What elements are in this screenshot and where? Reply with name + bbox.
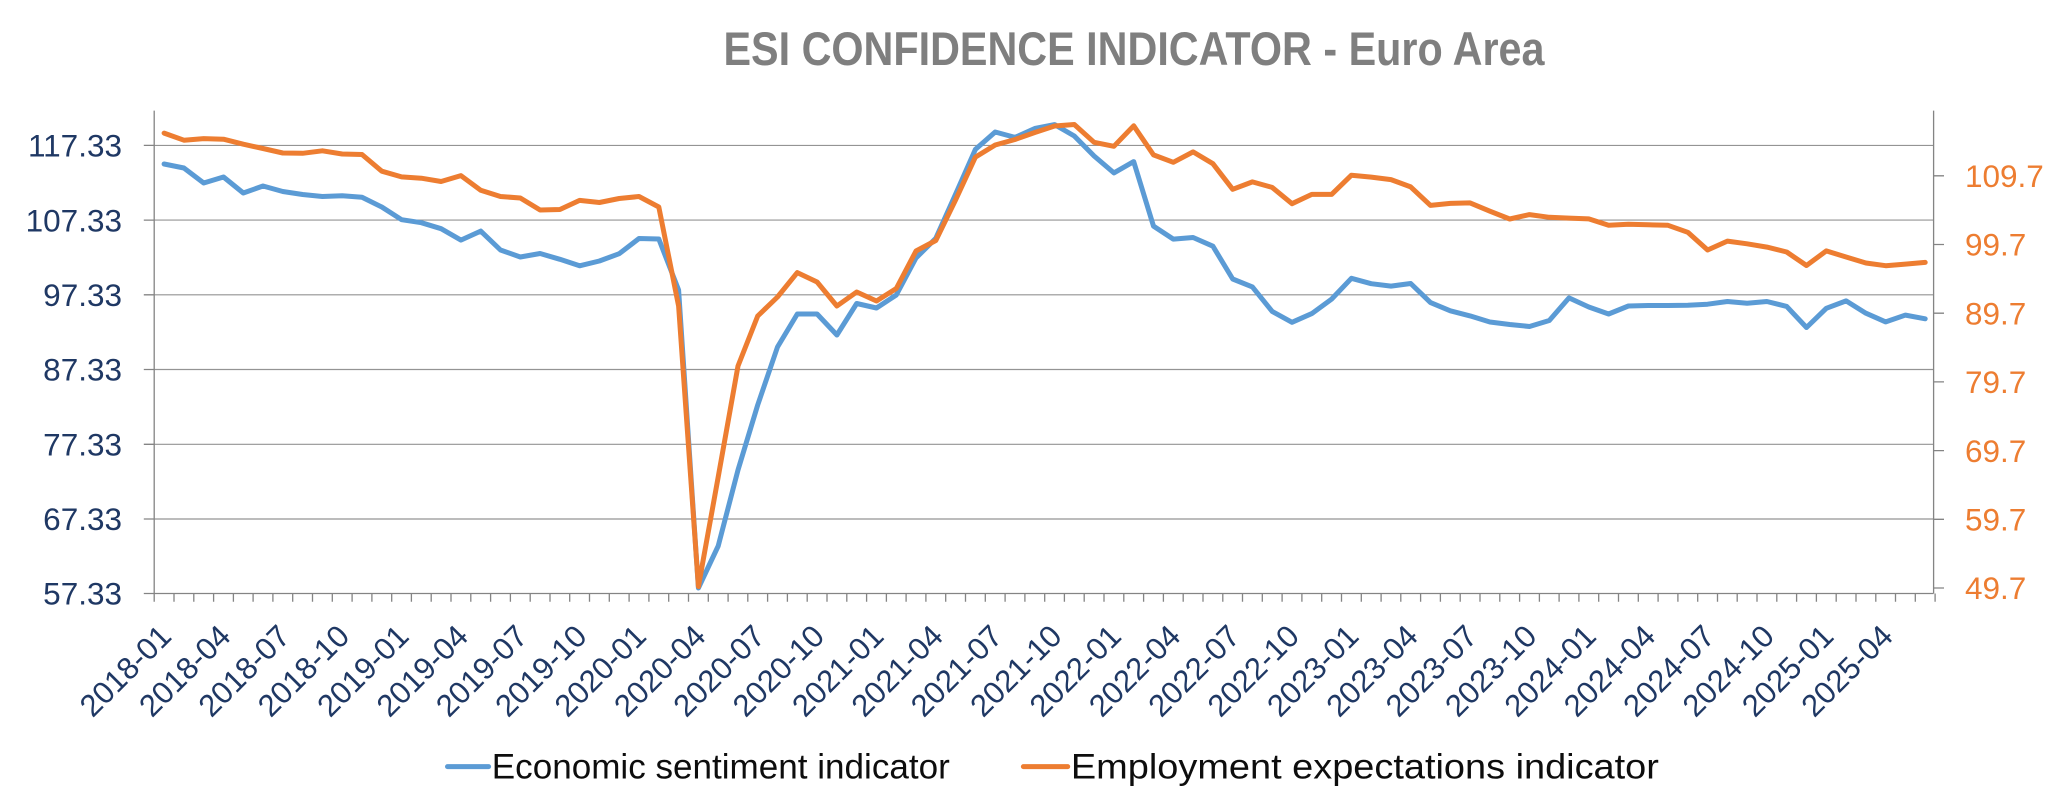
svg-text:89.7: 89.7 [1965, 295, 2026, 331]
svg-text:59.7: 59.7 [1965, 502, 2026, 538]
svg-text:49.7: 49.7 [1965, 570, 2026, 606]
svg-text:87.33: 87.33 [43, 352, 122, 388]
svg-text:107.33: 107.33 [26, 202, 122, 238]
svg-text:99.7: 99.7 [1965, 227, 2026, 263]
svg-text:Employment expectations indica: Employment expectations indicator [1071, 748, 1659, 787]
svg-text:57.33: 57.33 [43, 576, 122, 612]
svg-text:ESI CONFIDENCE INDICATOR - Eur: ESI CONFIDENCE INDICATOR - Euro Area [724, 22, 1546, 75]
svg-text:77.33: 77.33 [43, 427, 122, 463]
svg-text:Economic sentiment indicator: Economic sentiment indicator [492, 748, 950, 787]
svg-text:69.7: 69.7 [1965, 433, 2026, 469]
svg-text:109.7: 109.7 [1965, 158, 2044, 194]
svg-text:67.33: 67.33 [43, 501, 122, 537]
svg-text:117.33: 117.33 [28, 128, 122, 164]
svg-text:97.33: 97.33 [43, 277, 122, 313]
svg-text:79.7: 79.7 [1965, 364, 2026, 400]
